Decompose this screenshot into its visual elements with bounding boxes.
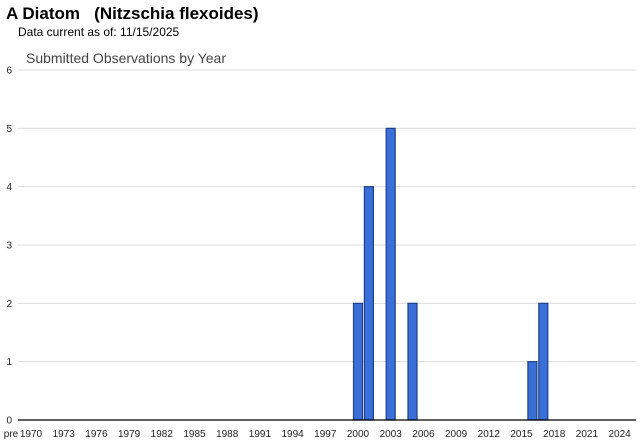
gridlines <box>18 69 636 363</box>
x-tick-label: pre <box>4 429 19 440</box>
scientific-name: (Nitzschia flexoides) <box>94 4 259 23</box>
bar <box>363 186 374 421</box>
x-tick-label: 2018 <box>543 429 566 440</box>
x-tick-label: 1970 <box>20 429 43 440</box>
bar <box>352 302 364 421</box>
bar <box>527 361 538 421</box>
x-tick-label: 2003 <box>380 429 403 440</box>
bar <box>385 127 396 421</box>
x-tick-label: 1982 <box>151 429 174 440</box>
x-tick-label: 1979 <box>118 429 141 440</box>
x-tick-label: 1994 <box>281 429 304 440</box>
x-axis-tick-labels: pre 1970 1973 1976 1979 1982 1985 1988 1991 1994 1… <box>4 429 631 440</box>
species-title: A Diatom (Nitzschia flexoides) <box>6 4 259 24</box>
bar <box>538 302 549 421</box>
x-tick-label: 1985 <box>183 429 206 440</box>
x-tick-label: 1991 <box>249 429 272 440</box>
y-tick-label: 1 <box>6 357 12 368</box>
x-tick-label: 1997 <box>314 429 337 440</box>
x-tick-label: 2012 <box>478 429 501 440</box>
x-tick-label: 2024 <box>608 429 631 440</box>
x-tick-label: 2021 <box>576 429 599 440</box>
y-tick-label: 5 <box>6 124 12 135</box>
x-tick-label: 1973 <box>53 429 76 440</box>
y-tick-label: 3 <box>6 241 12 252</box>
x-tick-label: 2000 <box>347 429 370 440</box>
x-tick-label: 1976 <box>85 429 108 440</box>
chart-title: Submitted Observations by Year <box>26 50 227 66</box>
x-tick-label: 2006 <box>412 429 435 440</box>
bars <box>352 127 549 421</box>
x-tick-label: 2015 <box>510 429 533 440</box>
common-name: A Diatom <box>6 4 80 23</box>
data-current-date: Data current as of: 11/15/2025 <box>18 25 180 39</box>
y-tick-label: 6 <box>6 66 12 77</box>
y-tick-label: 0 <box>6 416 12 427</box>
y-axis-tick-labels: 0 1 2 3 4 5 6 <box>6 66 12 427</box>
y-tick-label: 2 <box>6 299 12 310</box>
y-tick-label: 4 <box>6 182 12 193</box>
x-tick-label: 1988 <box>216 429 239 440</box>
x-tick-label: 2009 <box>445 429 468 440</box>
bar <box>407 302 418 421</box>
